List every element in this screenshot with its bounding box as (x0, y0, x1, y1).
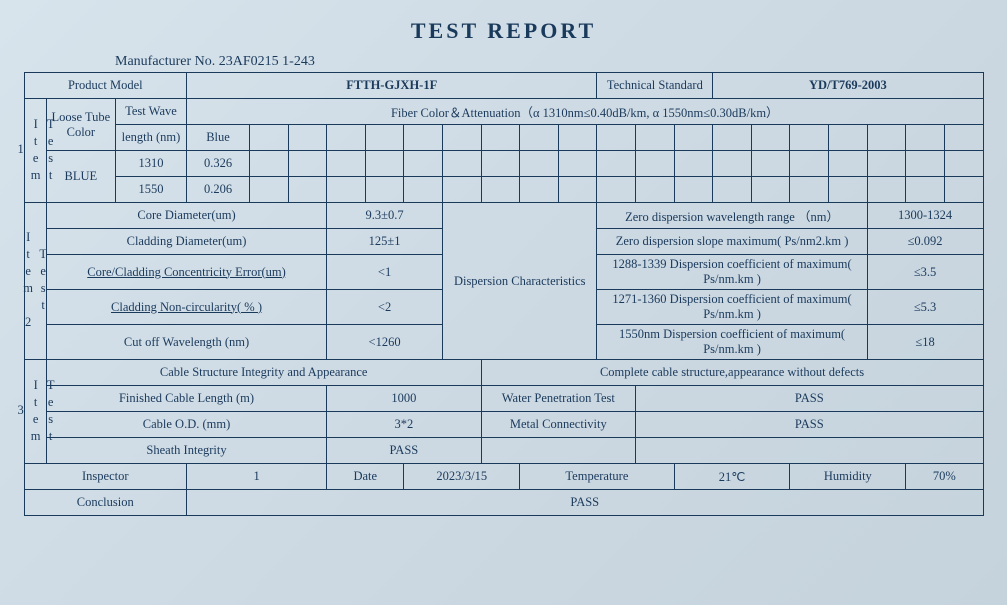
zdw-range-label: Zero dispersion wavelength range （nm） (597, 203, 867, 229)
report-title: TEST REPORT (20, 18, 987, 44)
header-row: Product Model FTTH-GJXH-1F Technical Sta… (24, 73, 983, 99)
core-diameter-label: Core Diameter(um) (46, 203, 326, 229)
inspector-label: Inspector (24, 464, 187, 490)
dispersion-characteristics-label: Dispersion Characteristics (442, 203, 597, 360)
disp-coef-1271-1360-label: 1271-1360 Dispersion coefficient of maxi… (597, 290, 867, 325)
humidity-value: 70% (906, 464, 983, 490)
finished-length-label: Finished Cable Length (m) (46, 386, 326, 412)
core-diameter-value: 9.3±0.7 (327, 203, 443, 229)
zds-max-label: Zero dispersion slope maximum( Ps/nm2.km… (597, 229, 867, 255)
finished-length-value: 1000 (327, 386, 481, 412)
water-penetration-label: Water Penetration Test (481, 386, 636, 412)
cable-od-label: Cable O.D. (mm) (46, 412, 326, 438)
wavelength-1310: 1310 (115, 151, 186, 177)
sheath-integrity-label: Sheath Integrity (46, 438, 326, 464)
metal-connectivity-value: PASS (636, 412, 983, 438)
product-model-value: FTTH-GJXH-1F (187, 73, 597, 99)
zds-max-value: ≤0.092 (867, 229, 983, 255)
section-1-label: Test Item 1 (24, 99, 46, 203)
wavelength-1550: 1550 (115, 177, 186, 203)
conclusion-label: Conclusion (24, 490, 187, 516)
temperature-value: 21℃ (674, 464, 790, 490)
manufacturer-no: Manufacturer No. 23AF0215 1-243 (115, 54, 987, 70)
disp-coef-1271-1360-value: ≤5.3 (867, 290, 983, 325)
disp-coef-1550-value: ≤18 (867, 325, 983, 360)
disp-coef-1288-1339-value: ≤3.5 (867, 255, 983, 290)
tech-std-value: YD/T769-2003 (713, 73, 983, 99)
humidity-label: Humidity (790, 464, 906, 490)
concentricity-error-label: Core/Cladding Concentricity Error(um) (46, 255, 326, 290)
conclusion-value: PASS (187, 490, 983, 516)
section-3-label: Test Item 3 (24, 360, 46, 464)
water-penetration-value: PASS (636, 386, 983, 412)
attenuation-1550: 0.206 (187, 177, 250, 203)
disp-coef-1288-1339-label: 1288-1339 Dispersion coefficient of maxi… (597, 255, 867, 290)
metal-connectivity-label: Metal Connectivity (481, 412, 636, 438)
cable-structure-value: Complete cable structure,appearance with… (481, 360, 983, 386)
concentricity-error-value: <1 (327, 255, 443, 290)
cable-structure-label: Cable Structure Integrity and Appearance (46, 360, 481, 386)
inspector-value: 1 (187, 464, 327, 490)
section-2-label: Test Item 2 (24, 203, 46, 360)
cladding-diameter-value: 125±1 (327, 229, 443, 255)
cutoff-wavelength-value: <1260 (327, 325, 443, 360)
date-value: 2023/3/15 (404, 464, 520, 490)
attenuation-1310: 0.326 (187, 151, 250, 177)
date-label: Date (327, 464, 404, 490)
tech-std-label: Technical Standard (597, 73, 713, 99)
wavelength-length-label: length (nm) (115, 125, 186, 151)
fiber-attenuation-header: Fiber Color＆Attenuation（α 1310nm≤0.40dB/… (187, 99, 983, 125)
disp-coef-1550-label: 1550nm Dispersion coefficient of maximum… (597, 325, 867, 360)
cutoff-wavelength-label: Cut off Wavelength (nm) (46, 325, 326, 360)
zdw-range-value: 1300-1324 (867, 203, 983, 229)
cladding-diameter-label: Cladding Diameter(um) (46, 229, 326, 255)
color-blue-cell: Blue (187, 125, 250, 151)
product-model-label: Product Model (24, 73, 187, 99)
non-circularity-value: <2 (327, 290, 443, 325)
temperature-label: Temperature (520, 464, 675, 490)
report-table: Product Model FTTH-GJXH-1F Technical Sta… (24, 72, 984, 516)
cable-od-value: 3*2 (327, 412, 481, 438)
non-circularity-label: Cladding Non-circularity( % ) (46, 290, 326, 325)
test-wave-label: Test Wave (115, 99, 186, 125)
sheath-integrity-value: PASS (327, 438, 481, 464)
